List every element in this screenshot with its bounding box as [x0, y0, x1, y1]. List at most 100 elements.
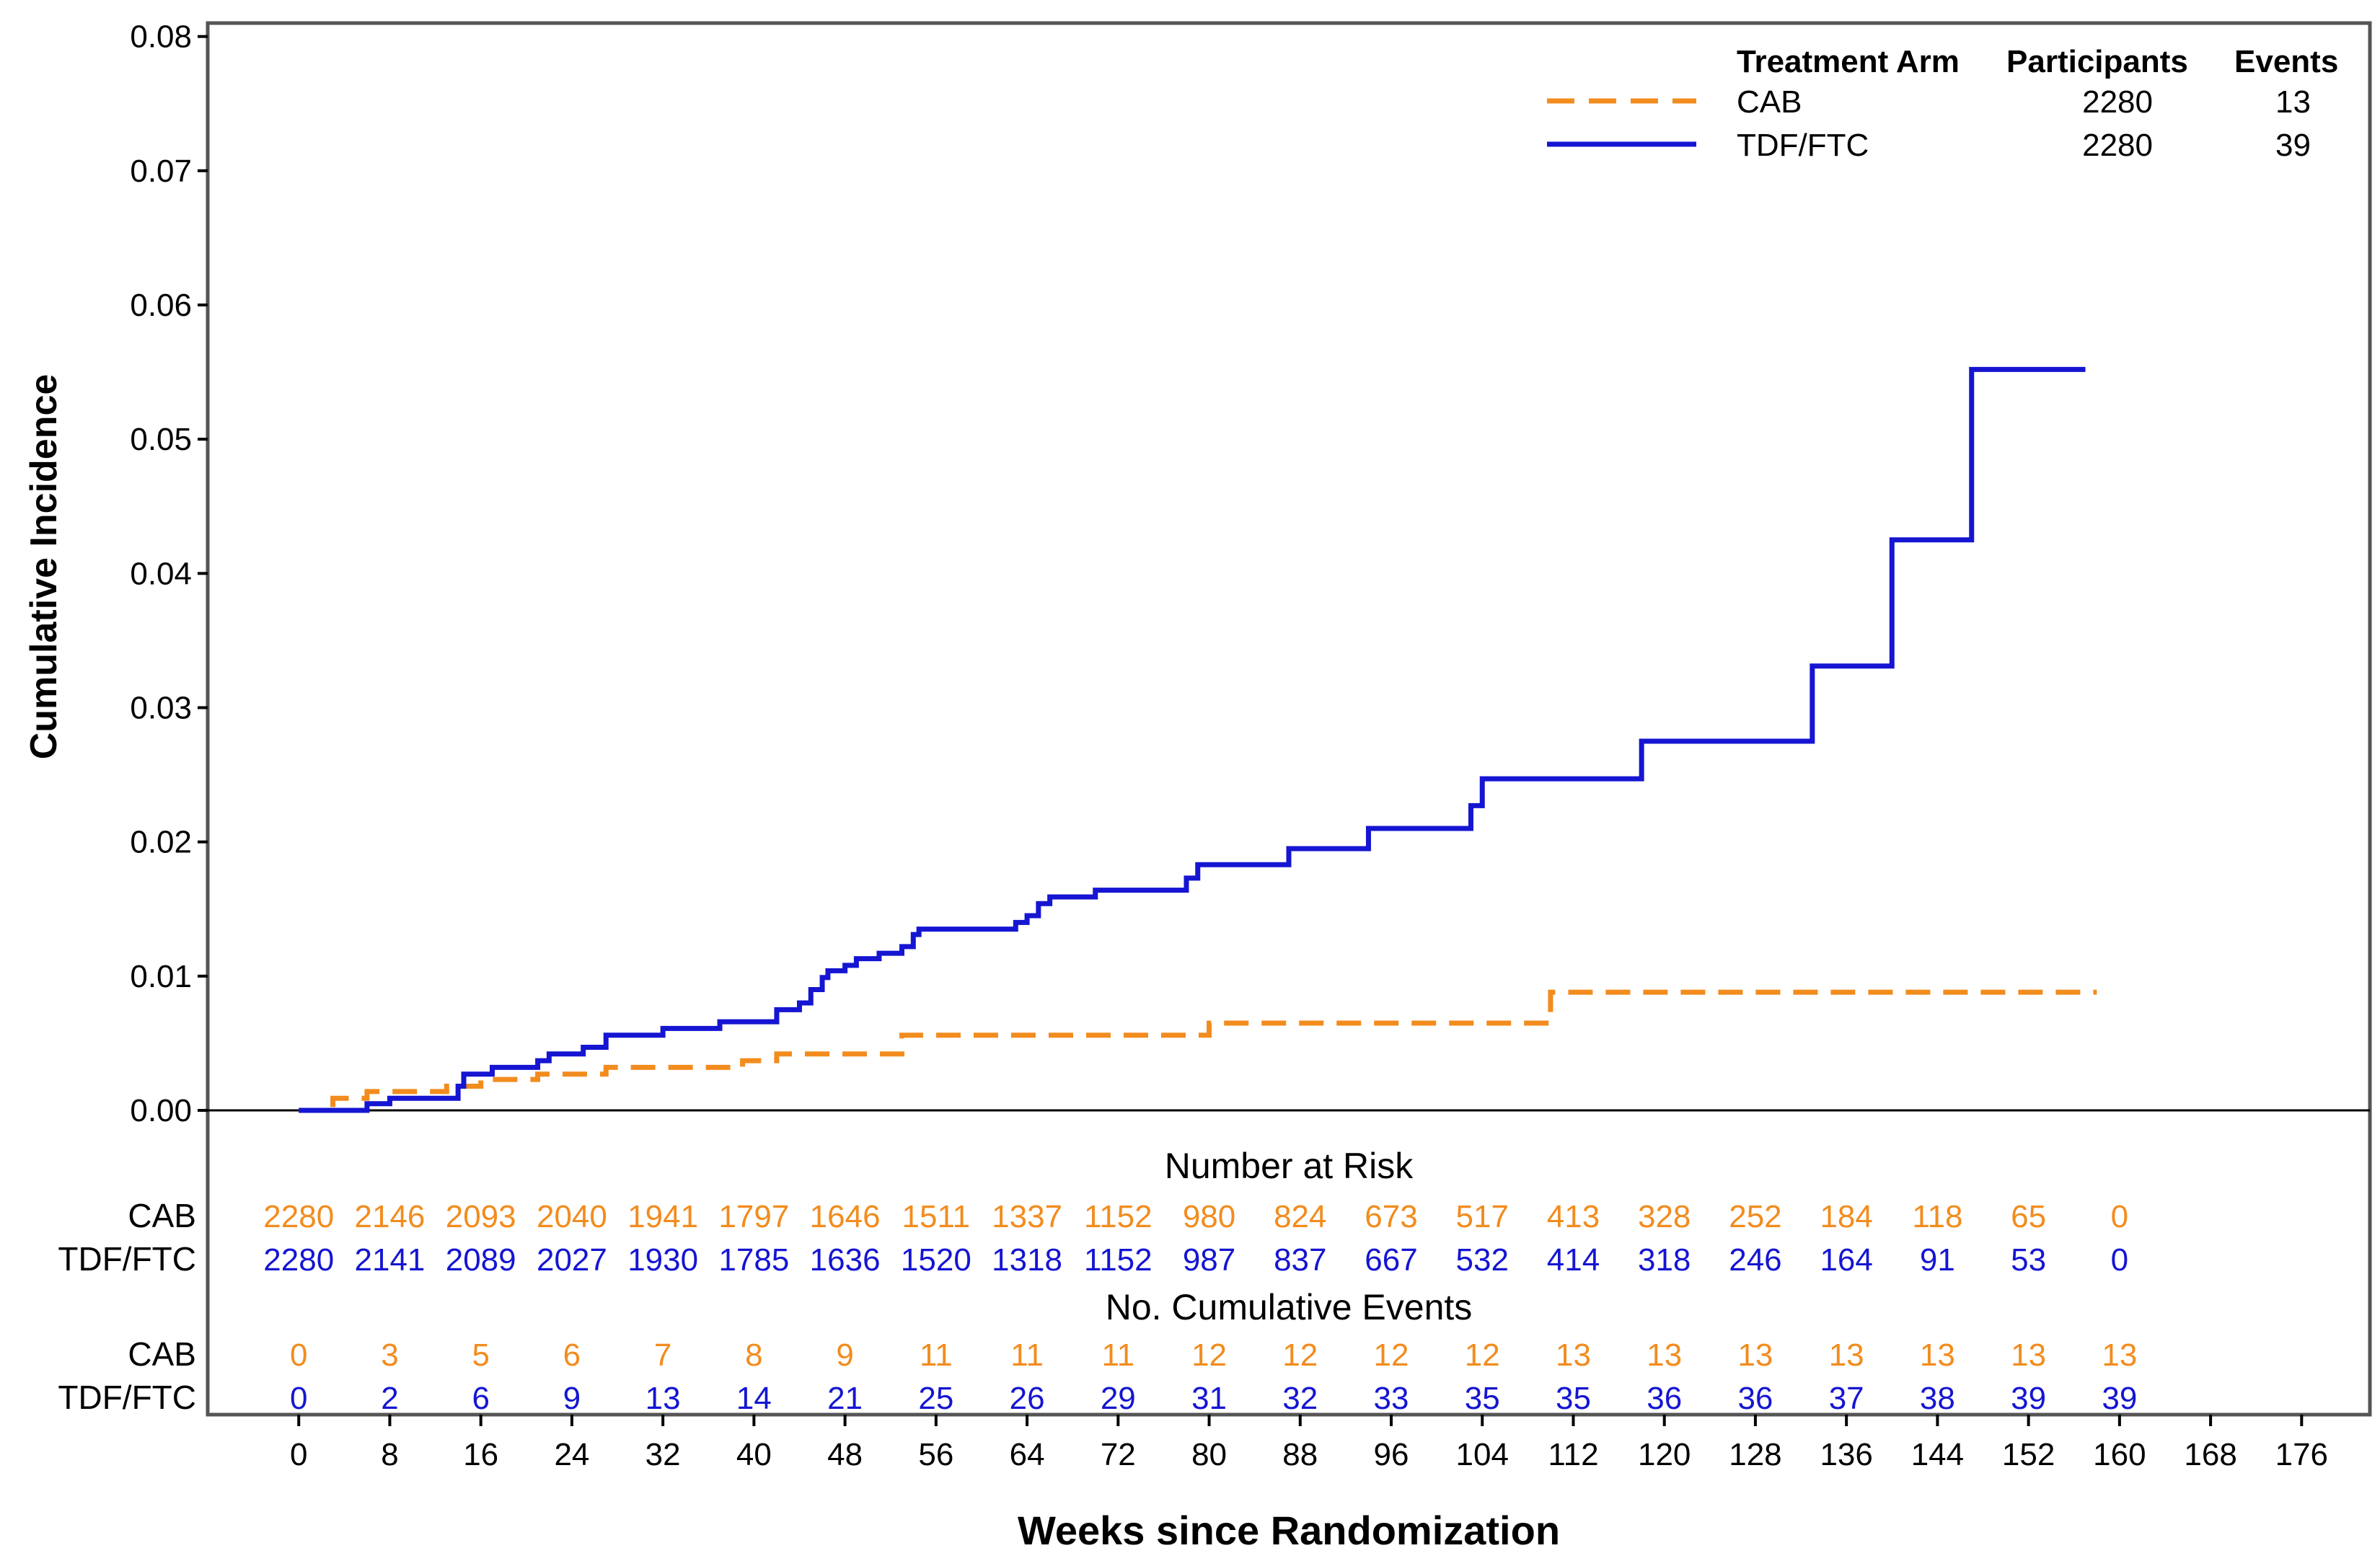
series-line-tdf-ftc	[299, 366, 2086, 1113]
risk-value-cab: 184	[1820, 1199, 1872, 1234]
y-tick-label: 0.07	[130, 154, 192, 189]
events-row-label-cab: CAB	[128, 1335, 196, 1373]
risk-value-cab: 980	[1183, 1199, 1235, 1234]
risk-value-cab: 2040	[537, 1199, 607, 1234]
x-tick-label: 176	[2275, 1437, 2328, 1472]
x-axis: 0 8 16 24 32 40 48 56 64 72 80 88 96 104 112 120 128 136 1…	[290, 1415, 2328, 1472]
events-value-cab: 12	[1465, 1337, 1500, 1373]
risk-value-cab: 1152	[1084, 1199, 1152, 1234]
risk-value-cab: 413	[1547, 1199, 1600, 1234]
y-tick-label: 0.08	[130, 19, 192, 55]
x-tick-label: 112	[1548, 1437, 1598, 1472]
events-value-cab: 5	[472, 1337, 489, 1373]
events-value-cab: 13	[1556, 1337, 1591, 1373]
legend-arm-cab: CAB	[1737, 84, 1802, 120]
risk-value-tdf-ftc: 837	[1274, 1242, 1326, 1278]
events-value-cab: 0	[290, 1337, 307, 1373]
y-tick-label: 0.03	[130, 690, 192, 725]
events-value-tdf-ftc: 31	[1191, 1381, 1227, 1416]
events-value-tdf-ftc: 13	[645, 1381, 681, 1416]
events-value-tdf-ftc: 38	[1920, 1381, 1955, 1416]
events-value-cab: 13	[1647, 1337, 1682, 1373]
events-value-tdf-ftc: 29	[1101, 1381, 1136, 1416]
x-tick-label: 104	[1456, 1437, 1509, 1472]
x-tick-label: 128	[1729, 1437, 1781, 1472]
x-tick-label: 0	[290, 1437, 307, 1472]
risk-value-tdf-ftc: 91	[1920, 1242, 1955, 1278]
events-value-cab: 12	[1374, 1337, 1409, 1373]
risk-value-cab: 1511	[902, 1199, 971, 1234]
risk-value-cab: 517	[1456, 1199, 1509, 1234]
events-value-tdf-ftc: 35	[1556, 1381, 1591, 1416]
x-tick-label: 72	[1101, 1437, 1136, 1472]
events-value-tdf-ftc: 25	[918, 1381, 953, 1416]
x-tick-label: 56	[918, 1437, 953, 1472]
events-value-tdf-ftc: 36	[1647, 1381, 1682, 1416]
events-row-label-tdf-ftc: TDF/FTC	[58, 1379, 196, 1416]
events-value-cab: 13	[1920, 1337, 1955, 1373]
legend-header-participants: Participants	[2006, 44, 2188, 79]
events-value-tdf-ftc: 33	[1374, 1381, 1409, 1416]
risk-value-cab: 65	[2011, 1199, 2046, 1234]
risk-value-tdf-ftc: 164	[1820, 1242, 1872, 1278]
events-value-cab: 13	[2011, 1337, 2046, 1373]
legend-header-arm: Treatment Arm	[1737, 44, 1960, 79]
events-value-cab: 6	[563, 1337, 581, 1373]
events-value-cab: 7	[654, 1337, 671, 1373]
x-tick-label: 24	[554, 1437, 589, 1472]
y-axis: 0.00 0.01 0.02 0.03 0.04 0.05 0.06 0.07 0.08	[130, 19, 208, 1128]
legend-events-tdf-ftc: 39	[2275, 128, 2311, 163]
risk-value-tdf-ftc: 318	[1638, 1242, 1691, 1278]
risk-value-tdf-ftc: 53	[2011, 1242, 2046, 1278]
y-tick-label: 0.04	[130, 556, 192, 591]
series-line-cab	[299, 989, 2097, 1113]
table-values: 2280 2146 2093 2040 1941 1797 1646 1511 1337 1152…	[263, 1199, 2137, 1416]
events-value-tdf-ftc: 26	[1010, 1381, 1045, 1416]
legend: Treatment Arm Participants Events CAB 22…	[1547, 44, 2338, 163]
risk-value-tdf-ftc: 1520	[901, 1242, 971, 1278]
risk-value-tdf-ftc: 0	[2111, 1242, 2128, 1278]
y-tick-label: 0.02	[130, 825, 192, 860]
events-value-cab: 11	[1101, 1337, 1134, 1373]
y-tick-label: 0.05	[130, 422, 192, 457]
risk-value-cab: 2146	[355, 1199, 426, 1234]
events-value-cab: 9	[836, 1337, 853, 1373]
y-tick-label: 0.01	[130, 959, 192, 994]
risk-value-cab: 118	[1912, 1199, 1962, 1234]
events-value-cab: 8	[745, 1337, 762, 1373]
x-tick-label: 168	[2184, 1437, 2236, 1472]
risk-value-cab: 1797	[718, 1199, 789, 1234]
y-tick-label: 0.06	[130, 288, 192, 323]
y-axis-title: Cumulative Incidence	[23, 374, 65, 760]
x-tick-label: 40	[736, 1437, 772, 1472]
x-tick-label: 136	[1820, 1437, 1872, 1472]
series-layer	[299, 366, 2097, 1113]
events-value-cab: 12	[1191, 1337, 1227, 1373]
cumulative-events-title: No. Cumulative Events	[1106, 1287, 1473, 1327]
risk-value-tdf-ftc: 1930	[627, 1242, 698, 1278]
x-tick-label: 120	[1638, 1437, 1691, 1472]
legend-events-cab: 13	[2275, 84, 2311, 120]
events-value-tdf-ftc: 21	[827, 1381, 863, 1416]
x-tick-label: 32	[645, 1437, 681, 1472]
events-value-cab: 13	[2102, 1337, 2137, 1373]
risk-row-label-tdf-ftc: TDF/FTC	[58, 1240, 196, 1278]
risk-value-cab: 2093	[446, 1199, 516, 1234]
events-value-cab: 13	[1737, 1337, 1773, 1373]
events-value-tdf-ftc: 9	[563, 1381, 581, 1416]
events-value-tdf-ftc: 39	[2011, 1381, 2046, 1416]
risk-value-tdf-ftc: 667	[1365, 1242, 1417, 1278]
risk-value-tdf-ftc: 2280	[263, 1242, 334, 1278]
events-value-tdf-ftc: 36	[1737, 1381, 1773, 1416]
risk-value-tdf-ftc: 1152	[1084, 1242, 1152, 1278]
risk-value-cab: 252	[1729, 1199, 1781, 1234]
risk-value-tdf-ftc: 1785	[718, 1242, 789, 1278]
risk-value-cab: 673	[1365, 1199, 1417, 1234]
x-tick-label: 144	[1911, 1437, 1964, 1472]
events-value-tdf-ftc: 6	[472, 1381, 489, 1416]
legend-participants-tdf-ftc: 2280	[2082, 128, 2153, 163]
x-tick-label: 152	[2002, 1437, 2055, 1472]
risk-value-cab: 1941	[627, 1199, 698, 1234]
risk-value-tdf-ftc: 2089	[446, 1242, 516, 1278]
